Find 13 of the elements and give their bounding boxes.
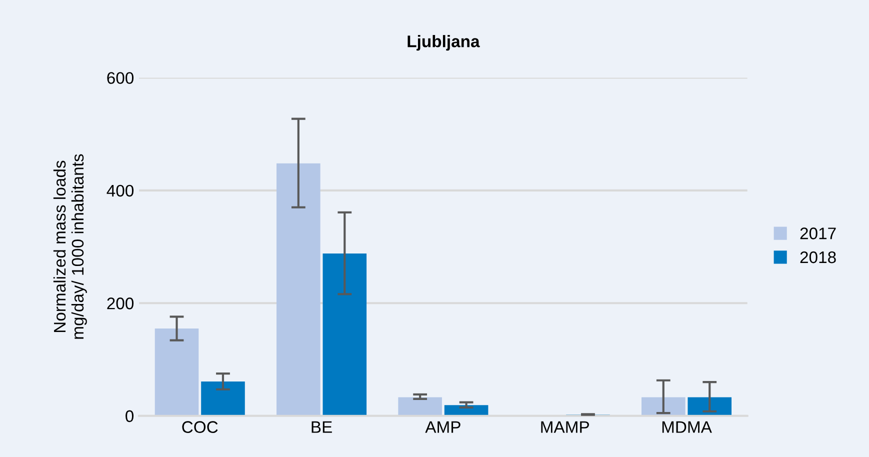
chart-title: Ljubljana (408, 35, 480, 51)
legend-label: 2017 (800, 228, 836, 240)
x-tick-label: BE (312, 421, 332, 433)
y-axis-title: Normalized mass loads mg/day/ 1000 inhabitants (53, 154, 87, 339)
x-tick-label: AMP (425, 421, 460, 433)
y-tick-label: 600 (107, 72, 134, 84)
x-tick-label: MAMP (541, 421, 589, 433)
x-tick-label: COC (182, 421, 218, 433)
y-tick-label: 0 (126, 410, 134, 422)
x-tick-label: MDMA (662, 421, 712, 433)
y-tick-label: 400 (106, 184, 134, 197)
y-tick-label: 200 (107, 298, 134, 310)
legend-label: 2018 (800, 251, 836, 264)
